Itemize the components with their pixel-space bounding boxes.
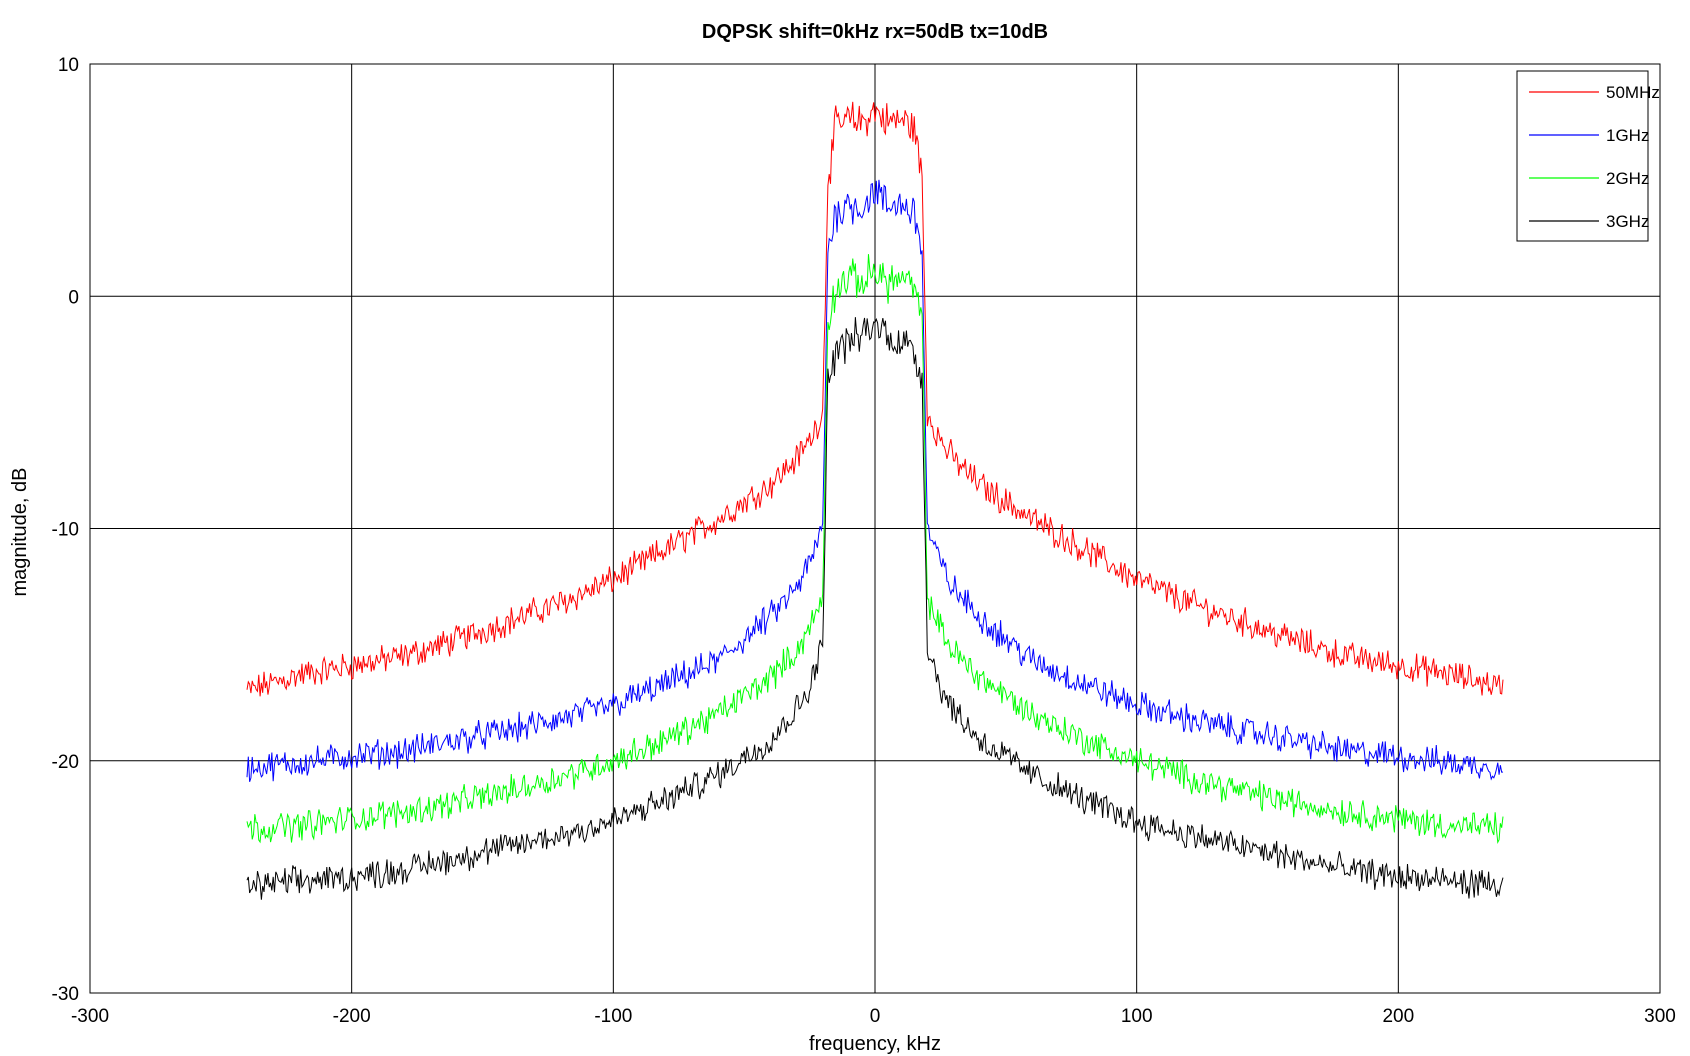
- x-tick-label: -200: [333, 1006, 371, 1027]
- legend-label-2GHz: 2GHz: [1606, 169, 1649, 188]
- series-line-3GHz: [246, 317, 1504, 900]
- chart-title: DQPSK shift=0kHz rx=50dB tx=10dB: [702, 21, 1048, 43]
- x-tick-label: -100: [594, 1006, 632, 1027]
- y-tick-label: 0: [68, 287, 79, 308]
- legend-label-50MHz: 50MHz: [1606, 83, 1660, 102]
- y-tick-labels: -30 -20 -10 0 10: [52, 55, 79, 1005]
- legend: 50MHz 1GHz 2GHz 3GHz: [1516, 70, 1660, 242]
- series-line-2GHz: [246, 254, 1504, 845]
- x-tick-label: 300: [1644, 1006, 1676, 1027]
- legend-label-3GHz: 3GHz: [1606, 212, 1649, 231]
- series-line-1GHz: [246, 179, 1504, 782]
- legend-items: 50MHz 1GHz 2GHz 3GHz: [1529, 83, 1660, 231]
- y-tick-label: -10: [52, 520, 79, 541]
- x-tick-label: 200: [1382, 1006, 1414, 1027]
- y-tick-label: 10: [58, 55, 79, 76]
- y-tick-label: -20: [52, 752, 79, 773]
- x-axis-label: frequency, kHz: [809, 1033, 941, 1055]
- y-tick-label: -30: [52, 984, 79, 1005]
- x-tick-labels: -300 -200 -100 0 100 200 300: [71, 1006, 1676, 1027]
- legend-box: [1516, 70, 1649, 242]
- series-line-50MHz: [246, 101, 1504, 697]
- y-axis-label: magnitude, dB: [9, 468, 31, 597]
- x-tick-label: 0: [870, 1006, 881, 1027]
- plot-frame: [89, 63, 1661, 994]
- x-tick-label: -300: [71, 1006, 109, 1027]
- series-layer: [246, 101, 1504, 900]
- x-tick-label: 100: [1121, 1006, 1153, 1027]
- legend-label-1GHz: 1GHz: [1606, 126, 1649, 145]
